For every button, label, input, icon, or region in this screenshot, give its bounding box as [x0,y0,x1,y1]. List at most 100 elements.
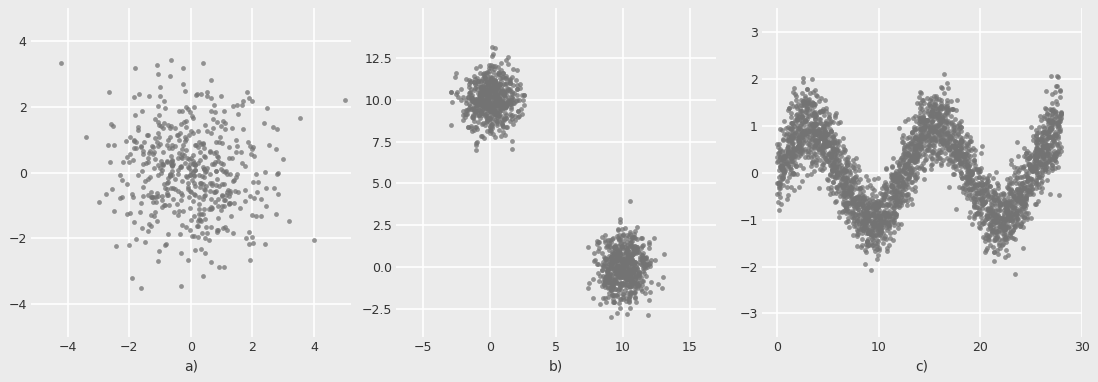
Point [930,105,948,112]
Point [1046,150,1064,156]
Point [1029,169,1046,175]
Point [471,89,489,95]
Point [794,98,811,104]
Point [807,159,825,165]
Point [856,210,874,216]
Point [929,151,946,157]
Point [949,131,966,138]
Point [775,161,793,167]
Point [829,142,847,148]
Point [492,67,509,73]
Point [899,141,917,147]
Point [849,233,866,239]
Point [1028,151,1045,157]
Point [472,84,490,91]
Point [813,108,830,114]
Point [884,173,901,179]
Point [915,167,932,173]
Point [472,110,490,116]
Point [620,276,638,282]
Point [1035,113,1053,120]
Point [871,225,888,231]
Point [621,261,639,267]
Point [841,176,859,183]
Point [848,204,865,210]
Point [784,133,802,139]
Point [796,146,814,152]
Point [927,97,944,103]
Point [1052,108,1069,115]
Point [985,249,1002,255]
Point [853,201,871,207]
Point [983,201,1000,207]
Point [1029,130,1046,136]
Point [914,135,931,141]
Point [925,102,942,108]
Point [209,176,226,182]
Point [606,286,624,293]
Point [817,144,834,150]
Point [911,153,929,159]
Point [1033,168,1051,175]
Point [1020,150,1038,156]
Point [623,290,640,296]
Point [886,178,904,184]
Point [1035,115,1053,121]
Point [149,129,167,136]
Point [815,147,832,154]
Point [233,160,250,166]
Point [854,197,872,203]
Point [928,123,945,129]
Point [817,133,834,139]
Point [600,267,617,273]
Point [816,138,833,144]
Point [900,172,918,178]
Point [483,74,501,80]
Point [188,92,205,98]
Point [800,113,818,119]
Point [173,108,191,114]
Point [890,125,908,131]
Point [973,196,990,202]
Point [485,83,503,89]
Point [997,247,1015,253]
Point [854,195,872,201]
Point [929,110,946,116]
Point [600,253,617,259]
Point [184,173,202,179]
Point [954,151,972,157]
Point [906,127,923,133]
Point [771,207,788,213]
Point [619,282,637,288]
Point [838,205,855,211]
Point [455,117,472,123]
Point [986,208,1004,214]
Point [203,180,221,186]
Point [970,180,987,186]
Point [772,172,789,178]
Point [830,138,848,144]
Point [782,126,799,132]
Point [946,156,964,162]
Point [984,175,1001,181]
Point [903,157,920,163]
Point [1044,110,1062,117]
Point [964,145,982,151]
Point [951,144,968,151]
Point [1018,157,1035,163]
Point [883,189,900,195]
Point [912,131,930,137]
Point [125,137,143,143]
Point [952,159,970,165]
Point [155,125,172,131]
Point [973,195,990,201]
Point [773,166,791,172]
Point [806,141,824,147]
Point [480,91,497,97]
Point [458,107,475,113]
Point [926,105,943,111]
Point [886,199,904,205]
Point [799,148,817,154]
Point [776,168,794,174]
Point [159,192,177,198]
